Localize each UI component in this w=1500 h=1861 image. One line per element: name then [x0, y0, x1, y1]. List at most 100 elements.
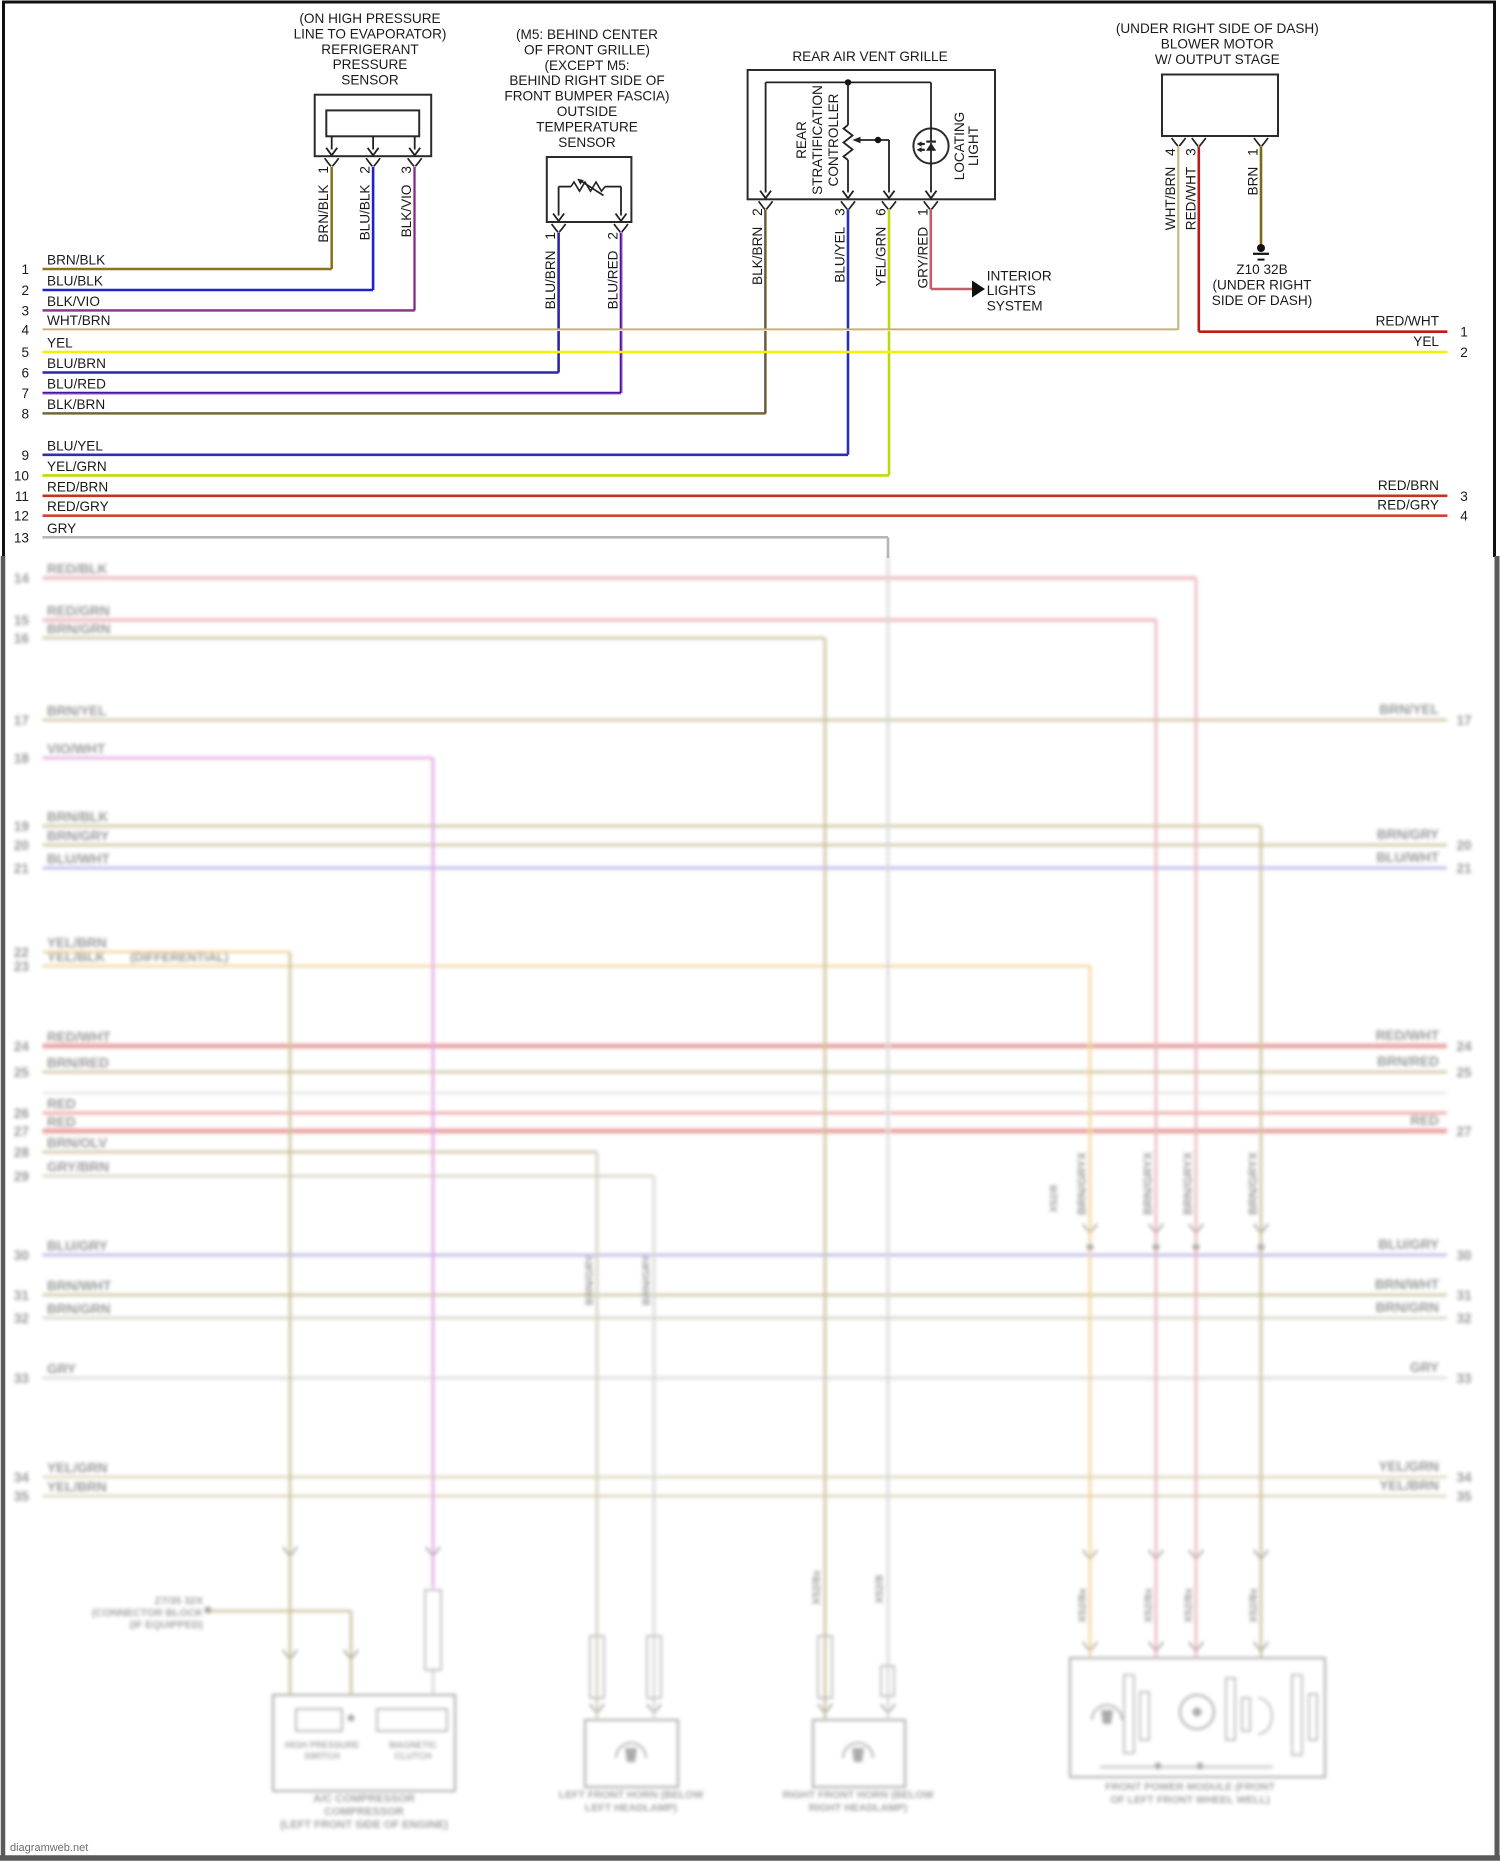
- svg-text:BLK/BRN: BLK/BRN: [750, 227, 765, 285]
- svg-text:16: 16: [14, 631, 30, 646]
- svg-text:BRN/GRY: BRN/GRY: [1377, 827, 1439, 842]
- svg-text:diagramweb.net: diagramweb.net: [10, 1842, 88, 1854]
- svg-text:X52/8: X52/8: [874, 1575, 886, 1604]
- svg-text:SIDE OF DASH): SIDE OF DASH): [1212, 293, 1312, 308]
- svg-text:2: 2: [358, 166, 373, 174]
- svg-text:X52/8x: X52/8x: [1183, 1587, 1195, 1623]
- svg-text:OF FRONT GRILLE): OF FRONT GRILLE): [524, 42, 650, 57]
- svg-text:GRY/BRN: GRY/BRN: [47, 1160, 109, 1175]
- svg-text:27: 27: [1456, 1124, 1471, 1139]
- svg-text:OF LEFT FRONT WHEEL WELL): OF LEFT FRONT WHEEL WELL): [1110, 1794, 1270, 1806]
- svg-text:1: 1: [1246, 148, 1261, 156]
- svg-text:X52/8x: X52/8x: [1143, 1587, 1155, 1623]
- svg-text:BLU/GRY: BLU/GRY: [47, 1239, 108, 1254]
- svg-text:SYSTEM: SYSTEM: [987, 299, 1043, 314]
- svg-text:BRN/RED: BRN/RED: [47, 1056, 109, 1071]
- svg-text:33: 33: [14, 1371, 30, 1386]
- svg-text:BRN/WHT: BRN/WHT: [1375, 1277, 1440, 1292]
- svg-text:BRN/GRYX: BRN/GRYX: [1141, 1152, 1155, 1215]
- svg-text:32: 32: [14, 1311, 30, 1326]
- svg-text:RED: RED: [47, 1115, 76, 1130]
- svg-text:W/ OUTPUT STAGE: W/ OUTPUT STAGE: [1155, 52, 1280, 67]
- svg-text:35: 35: [1456, 1489, 1472, 1504]
- svg-text:LINE TO EVAPORATOR): LINE TO EVAPORATOR): [294, 26, 447, 41]
- svg-text:15: 15: [14, 613, 30, 628]
- svg-text:BRN/BLK: BRN/BLK: [316, 185, 331, 243]
- svg-text:YEL/GRN: YEL/GRN: [47, 459, 107, 474]
- svg-text:10: 10: [14, 468, 30, 483]
- svg-text:BLK/VIO: BLK/VIO: [399, 185, 414, 238]
- svg-text:RIGHT FRONT HORN (BELOW: RIGHT FRONT HORN (BELOW: [782, 1789, 933, 1801]
- svg-text:21: 21: [14, 861, 30, 876]
- svg-text:31: 31: [14, 1288, 30, 1303]
- svg-text:(CONNECTOR BLOCK: (CONNECTOR BLOCK: [92, 1607, 204, 1619]
- svg-text:X52/8x: X52/8x: [811, 1569, 823, 1605]
- svg-text:13: 13: [14, 530, 29, 545]
- svg-text:CLUTCH: CLUTCH: [395, 1751, 432, 1761]
- svg-text:SENSOR: SENSOR: [341, 73, 399, 88]
- svg-text:BRN/OLV: BRN/OLV: [47, 1136, 107, 1151]
- svg-text:(DIFFERENTIAL): (DIFFERENTIAL): [130, 951, 229, 965]
- svg-text:BRN/WHT: BRN/WHT: [47, 1279, 112, 1294]
- svg-text:BRN: BRN: [1246, 167, 1261, 196]
- svg-text:YEL/GRN: YEL/GRN: [1379, 1459, 1439, 1474]
- svg-text:BLK/VIO: BLK/VIO: [47, 294, 100, 309]
- svg-text:RIGHT HEADLAMP): RIGHT HEADLAMP): [809, 1802, 908, 1814]
- svg-text:BRN/BLK: BRN/BLK: [47, 810, 108, 825]
- svg-text:BLU/YEL: BLU/YEL: [47, 438, 103, 453]
- svg-text:34: 34: [14, 1470, 30, 1485]
- svg-text:(UNDER RIGHT: (UNDER RIGHT: [1213, 277, 1312, 292]
- svg-text:BRN/GRY: BRN/GRY: [47, 829, 109, 844]
- svg-text:REAR: REAR: [794, 121, 809, 159]
- svg-text:(M5: BEHIND CENTER: (M5: BEHIND CENTER: [516, 27, 658, 42]
- svg-text:FRONT POWER MODULE (FRONT: FRONT POWER MODULE (FRONT: [1105, 1781, 1275, 1793]
- svg-text:2: 2: [1460, 345, 1468, 360]
- svg-text:(ON HIGH PRESSURE: (ON HIGH PRESSURE: [299, 11, 440, 26]
- svg-text:17: 17: [14, 713, 29, 728]
- svg-text:CONTROLLER: CONTROLLER: [826, 93, 841, 186]
- svg-text:3: 3: [833, 208, 848, 216]
- svg-text:(UNDER RIGHT SIDE OF DASH): (UNDER RIGHT SIDE OF DASH): [1116, 21, 1319, 36]
- svg-text:31: 31: [1456, 1288, 1472, 1303]
- svg-text:BRN/GRN: BRN/GRN: [47, 622, 110, 637]
- svg-text:SWITCH: SWITCH: [304, 1751, 340, 1761]
- svg-text:BLU/RED: BLU/RED: [47, 377, 106, 392]
- svg-text:1: 1: [543, 232, 558, 240]
- svg-text:BLU/BLK: BLU/BLK: [47, 274, 103, 289]
- svg-text:TEMPERATURE: TEMPERATURE: [536, 119, 638, 134]
- svg-text:Z7/35 32X: Z7/35 32X: [155, 1595, 203, 1607]
- svg-text:35: 35: [14, 1489, 30, 1504]
- svg-text:YEL/BRN: YEL/BRN: [1379, 1478, 1439, 1493]
- svg-text:X52/8x: X52/8x: [1248, 1587, 1260, 1623]
- svg-text:12: 12: [14, 509, 29, 524]
- svg-text:30: 30: [1456, 1248, 1471, 1263]
- svg-text:(EXCEPT M5:: (EXCEPT M5:: [544, 58, 629, 73]
- svg-text:RED: RED: [1410, 1113, 1439, 1128]
- svg-text:34: 34: [1456, 1470, 1472, 1485]
- svg-text:COMPRESSOR: COMPRESSOR: [324, 1806, 404, 1818]
- svg-text:WHT/BRN: WHT/BRN: [47, 313, 110, 328]
- svg-text:BRN/GRYX: BRN/GRYX: [1246, 1152, 1260, 1215]
- svg-text:GRY: GRY: [1410, 1360, 1439, 1375]
- svg-text:4: 4: [1163, 148, 1178, 156]
- svg-text:18: 18: [14, 751, 30, 766]
- svg-text:17: 17: [1456, 713, 1471, 728]
- svg-text:YEL: YEL: [47, 336, 73, 351]
- svg-text:BRN/BLK: BRN/BLK: [47, 253, 105, 268]
- svg-text:PRESSURE: PRESSURE: [333, 57, 408, 72]
- svg-text:1: 1: [21, 262, 29, 277]
- svg-text:BRN/YEL: BRN/YEL: [1379, 702, 1439, 717]
- svg-text:RED/BRN: RED/BRN: [47, 479, 108, 494]
- svg-text:BRN/GRY: BRN/GRY: [584, 1254, 596, 1305]
- svg-text:STRATIFICATION: STRATIFICATION: [810, 85, 825, 195]
- svg-text:BLU/BRN: BLU/BRN: [543, 251, 558, 310]
- svg-text:BRN/RED: BRN/RED: [1377, 1054, 1439, 1069]
- svg-text:2: 2: [750, 208, 765, 216]
- svg-text:BLU/BLK: BLU/BLK: [358, 185, 373, 241]
- svg-text:RED/GRN: RED/GRN: [47, 604, 110, 619]
- svg-text:HIGH PRESSURE: HIGH PRESSURE: [285, 1740, 360, 1750]
- svg-text:YEL/BLK: YEL/BLK: [47, 950, 105, 965]
- svg-text:BLU/YEL: BLU/YEL: [833, 226, 848, 282]
- svg-text:BLK/BRN: BLK/BRN: [47, 397, 105, 412]
- svg-text:LIGHT: LIGHT: [966, 126, 981, 166]
